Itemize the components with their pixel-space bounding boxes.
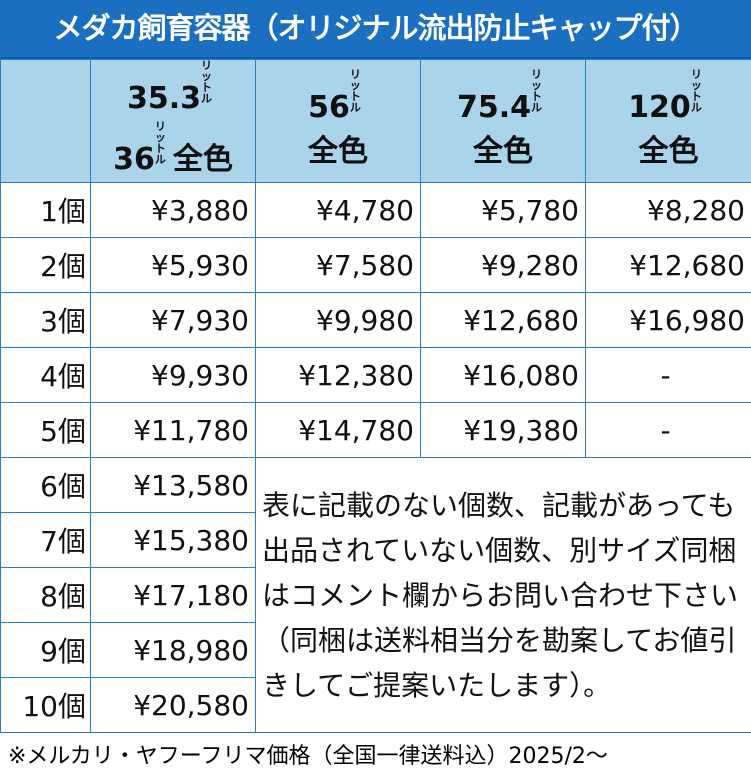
quantity-cell: 5個 bbox=[1, 403, 91, 458]
page-title: メダカ飼育容器（オリジナル流出防止キャップ付） bbox=[0, 0, 751, 59]
price-cell: ¥16,080 bbox=[421, 348, 586, 403]
price-cell: - bbox=[586, 348, 751, 403]
header-col-2: 56リッ トル全色 bbox=[256, 60, 421, 183]
price-cell: ¥7,930 bbox=[91, 293, 256, 348]
price-cell: ¥8,280 bbox=[586, 183, 751, 238]
price-cell: ¥16,980 bbox=[586, 293, 751, 348]
price-cell: ¥12,380 bbox=[256, 348, 421, 403]
table-row: 2個¥5,930¥7,580¥9,280¥12,680 bbox=[1, 238, 751, 293]
quantity-cell: 7個 bbox=[1, 513, 91, 568]
price-cell: - bbox=[586, 403, 751, 458]
quantity-cell: 10個 bbox=[1, 678, 91, 733]
price-cell: ¥9,280 bbox=[421, 238, 586, 293]
price-cell: ¥12,680 bbox=[586, 238, 751, 293]
table-row: 1個¥3,880¥4,780¥5,780¥8,280 bbox=[1, 183, 751, 238]
price-cell: ¥9,980 bbox=[256, 293, 421, 348]
quantity-cell: 8個 bbox=[1, 568, 91, 623]
note-text: 表に記載のない個数、記載があっても出品されていない個数、別サイズ同梱はコメント欄… bbox=[256, 458, 751, 733]
price-cell: ¥20,580 bbox=[91, 678, 256, 733]
price-cell: ¥13,580 bbox=[91, 458, 256, 513]
price-cell: ¥5,780 bbox=[421, 183, 586, 238]
footer-note: ※メルカリ・ヤフーフリマ価格（全国一律送料込）2025/2～ bbox=[0, 733, 751, 781]
price-cell: ¥18,980 bbox=[91, 623, 256, 678]
price-cell: ¥17,180 bbox=[91, 568, 256, 623]
price-cell: ¥7,580 bbox=[256, 238, 421, 293]
price-cell: ¥9,930 bbox=[91, 348, 256, 403]
quantity-cell: 9個 bbox=[1, 623, 91, 678]
price-cell: ¥15,380 bbox=[91, 513, 256, 568]
quantity-cell: 1個 bbox=[1, 183, 91, 238]
quantity-cell: 3個 bbox=[1, 293, 91, 348]
quantity-cell: 2個 bbox=[1, 238, 91, 293]
price-cell: ¥12,680 bbox=[421, 293, 586, 348]
price-cell: ¥11,780 bbox=[91, 403, 256, 458]
price-cell: ¥4,780 bbox=[256, 183, 421, 238]
table-row: 4個¥9,930¥12,380¥16,080- bbox=[1, 348, 751, 403]
price-cell: ¥19,380 bbox=[421, 403, 586, 458]
table-row: 3個¥7,930¥9,980¥12,680¥16,980 bbox=[1, 293, 751, 348]
price-cell: ¥5,930 bbox=[91, 238, 256, 293]
price-cell: ¥3,880 bbox=[91, 183, 256, 238]
quantity-cell: 4個 bbox=[1, 348, 91, 403]
price-cell: ¥14,780 bbox=[256, 403, 421, 458]
header-col-4: 120リッ トル全色 bbox=[586, 60, 751, 183]
header-empty bbox=[1, 60, 91, 183]
table-row: 5個¥11,780¥14,780¥19,380- bbox=[1, 403, 751, 458]
quantity-cell: 6個 bbox=[1, 458, 91, 513]
header-col-3: 75.4リッ トル全色 bbox=[421, 60, 586, 183]
